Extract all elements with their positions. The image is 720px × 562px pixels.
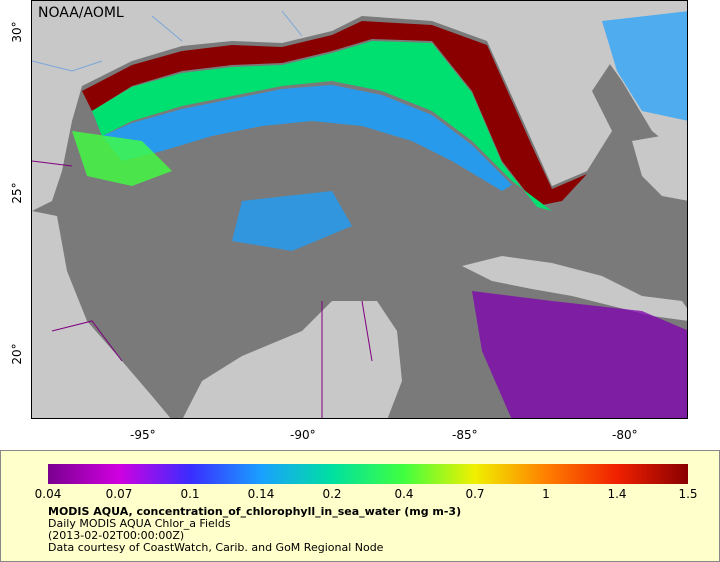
- lat-tick: 25°: [10, 182, 24, 204]
- chl-band-inner: [92, 41, 552, 211]
- chl-band-north-coast: [82, 21, 587, 206]
- variable-title: MODIS AQUA, concentration_of_chlorophyll…: [48, 505, 462, 518]
- lat-tick: 30°: [10, 21, 24, 43]
- colorbar-tick: 1: [542, 487, 550, 501]
- colorbar-tick: 0.14: [247, 487, 275, 501]
- timestamp-label: (2013-02-02T00:00:00Z): [48, 529, 185, 542]
- colorbar-tick: 0.04: [34, 487, 62, 501]
- chlorophyll-map: [32, 1, 687, 418]
- chl-band-mid: [102, 85, 512, 191]
- land-mexico: [32, 211, 171, 418]
- colorbar-tick: 0.2: [322, 487, 342, 501]
- colorbar-tick: 1.4: [607, 487, 627, 501]
- credit-label: NOAA/AOML: [38, 5, 124, 21]
- river-line: [32, 10, 303, 72]
- lon-tick: -95°: [130, 428, 156, 442]
- chl-patch-west: [72, 131, 172, 186]
- legend-panel: 0.04 0.07 0.1 0.14 0.2 0.4 0.7 1 1.4 1.5…: [0, 450, 720, 562]
- chl-patch-florida-east: [602, 11, 687, 121]
- source-label: Data courtesy of CoastWatch, Carib. and …: [48, 541, 384, 554]
- colorbar-tick: 0.1: [180, 487, 200, 501]
- land-bahamas: [632, 131, 687, 201]
- colorbar-tick: 0.4: [394, 487, 414, 501]
- border-line: [32, 160, 373, 418]
- colorbar-tick: 0.7: [465, 487, 485, 501]
- colorbar-tick: 1.5: [678, 487, 698, 501]
- product-label: Daily MODIS AQUA Chlor_a Fields: [48, 517, 231, 530]
- lon-tick: -90°: [290, 428, 316, 442]
- land-us-texas-louisiana: [32, 1, 687, 211]
- colorbar: [48, 464, 688, 484]
- lon-tick: -80°: [612, 428, 638, 442]
- colorbar-tick: 0.07: [105, 487, 133, 501]
- land-cuba: [462, 256, 687, 321]
- map-frame: NOAA/AOML: [31, 0, 688, 419]
- lat-tick: 20°: [10, 343, 24, 365]
- chl-patch-caribbean: [472, 291, 687, 418]
- land-yucatan: [183, 301, 402, 418]
- lon-tick: -85°: [452, 428, 478, 442]
- chl-patch-central: [232, 191, 352, 251]
